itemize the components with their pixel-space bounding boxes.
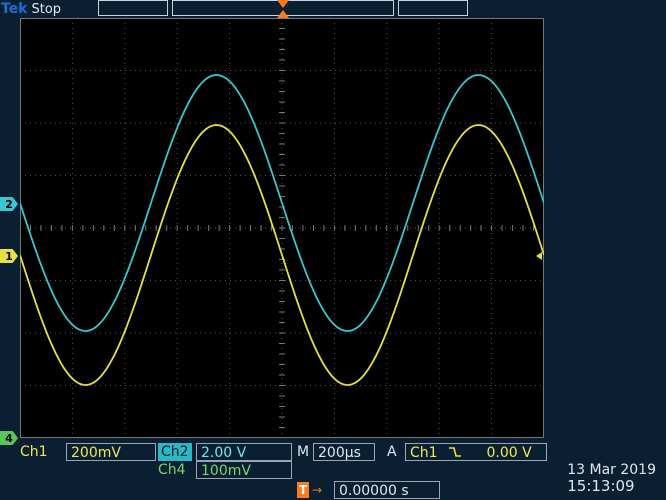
- trigger-delay-arrow: →: [312, 483, 323, 497]
- ch4-label[interactable]: Ch4: [158, 462, 186, 478]
- ch1-ground-marker[interactable]: 1: [0, 249, 18, 263]
- screen-border: [20, 18, 544, 438]
- brand-area: Tek Stop: [0, 0, 61, 18]
- trigger-level: 0.00 V: [486, 445, 532, 461]
- falling-edge-icon: [449, 447, 462, 457]
- date-time: 13 Mar 2019 15:13:09: [567, 462, 656, 494]
- trigger-delay-icon: T: [297, 482, 310, 498]
- trigger-label: A: [387, 444, 397, 460]
- trigger-position-icon: [277, 0, 289, 18]
- waveform-display[interactable]: [20, 18, 544, 438]
- ch1-waveform: [20, 124, 544, 386]
- trigger-level-icon: [536, 252, 542, 260]
- ch1-scale[interactable]: 200mV: [66, 443, 156, 461]
- timebase-label: M: [297, 444, 310, 460]
- timebase-value[interactable]: 200µs: [313, 443, 375, 461]
- readout-panel: Ch1 200mV Ch2 2.00 V M 200µs A Ch1 0.00 …: [0, 440, 666, 500]
- ch2-label[interactable]: Ch2: [158, 443, 192, 461]
- acquisition-status: Stop: [31, 1, 62, 17]
- ch2-scale[interactable]: 2.00 V: [196, 443, 292, 461]
- date: 13 Mar 2019: [567, 462, 656, 478]
- ch2-waveform: [20, 74, 544, 332]
- graticule: [20, 18, 544, 438]
- ch1-label[interactable]: Ch1: [20, 444, 48, 460]
- top-bar: Tek Stop: [0, 0, 666, 18]
- ch2-ground-marker[interactable]: 2: [0, 197, 18, 211]
- time: 15:13:09: [567, 477, 635, 495]
- ch4-ground-marker[interactable]: 4: [0, 431, 18, 445]
- status-box-right: [398, 0, 468, 16]
- trigger-source: Ch1: [410, 445, 438, 461]
- ch4-scale[interactable]: 100mV: [196, 461, 292, 479]
- trigger-delay-value[interactable]: 0.00000 s: [334, 481, 440, 499]
- status-box-left: [98, 0, 168, 16]
- brand-logo: Tek: [1, 1, 28, 17]
- trigger-box[interactable]: Ch1 0.00 V: [405, 443, 547, 461]
